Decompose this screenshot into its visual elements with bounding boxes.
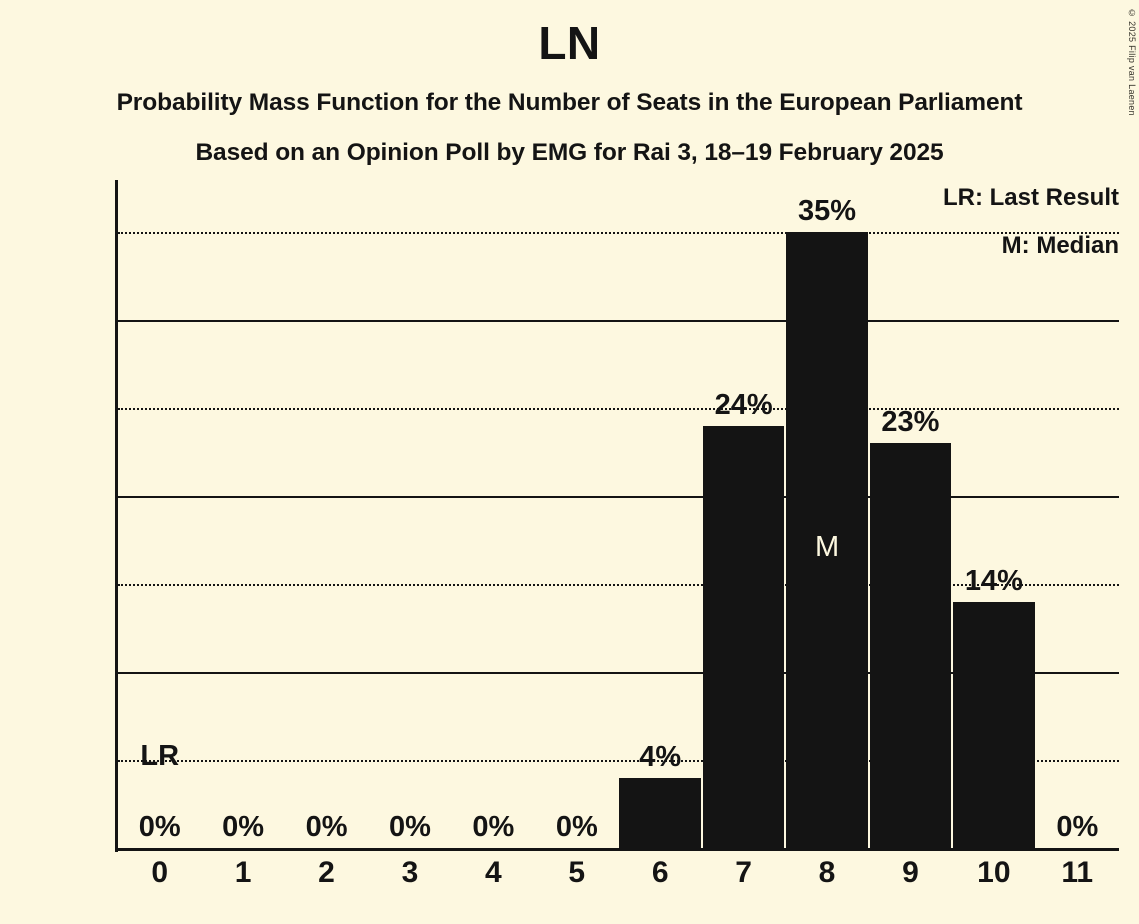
bar-slot[interactable]: 23% [869, 180, 952, 848]
y-axis-line [115, 180, 118, 852]
bar[interactable] [869, 443, 952, 848]
gridline-major [118, 672, 1119, 674]
median-marker: M [814, 531, 840, 563]
x-axis-tick-label: 4 [485, 856, 502, 889]
bar-slot[interactable]: 0% [452, 180, 535, 848]
x-axis-tick-label: 9 [902, 856, 919, 889]
gridline-minor [118, 232, 1119, 234]
gridline-major [118, 320, 1119, 322]
bar-value-label: 0% [388, 811, 431, 843]
x-axis-tick-label: 3 [401, 856, 419, 889]
copyright-notice: © 2025 Filip van Laenen [1127, 8, 1137, 116]
bar-slot[interactable]: 0% [368, 180, 451, 848]
gridline-minor [118, 584, 1119, 586]
x-axis-line [115, 848, 1119, 851]
x-axis-tick-label: 11 [1061, 856, 1094, 889]
bar[interactable] [702, 425, 785, 848]
bar-slot[interactable]: 24% [702, 180, 785, 848]
chart-subtitle: Probability Mass Function for the Number… [116, 89, 1023, 116]
x-axis-tick-label: 2 [318, 856, 335, 889]
bar-slot[interactable]: 0% [1036, 180, 1119, 848]
bar-value-label: 23% [881, 406, 940, 439]
x-axis-tick-label: 6 [651, 856, 669, 889]
page-title: LN [538, 17, 601, 69]
bar-slot[interactable]: 0% [535, 180, 618, 848]
bar[interactable] [619, 777, 701, 848]
x-axis-tick-label: 10 [977, 856, 1011, 889]
x-axis-tick-label: 5 [568, 856, 586, 889]
legend-item-last-result: LR: Last Result [942, 184, 1119, 211]
bar[interactable] [953, 601, 1035, 848]
gridline-major [118, 496, 1119, 498]
bar-value-label: 14% [964, 564, 1023, 597]
x-axis-tick-label: 0 [151, 856, 169, 889]
bar-slot[interactable]: 4% [619, 180, 702, 848]
gridline-minor [118, 408, 1119, 410]
bar-slot[interactable]: 35% M [785, 180, 868, 848]
bar-value-label: 0% [138, 811, 181, 843]
bar-value-label: 35% [798, 195, 857, 227]
chart-legend: LR: Last Result M: Median [943, 186, 1119, 258]
bar-slot[interactable]: 0% [201, 180, 284, 848]
chart-plot-area: 10%20%30% 0%LR0%0%0%0%0%4%24%35%M23%14%0… [115, 180, 1119, 852]
x-axis-tick-label: 8 [818, 856, 836, 889]
bar-value-label: 0% [305, 811, 348, 843]
x-axis-tick-label: 1 [234, 856, 252, 889]
bar[interactable] [786, 232, 868, 848]
x-axis-tick-label: 7 [735, 856, 752, 889]
last-result-marker: LR [140, 740, 180, 772]
bar-slot[interactable]: 0% [285, 180, 368, 848]
bar-slot[interactable]: 14% [952, 180, 1035, 848]
bar-value-label: 0% [555, 811, 598, 843]
bar-value-label: 24% [714, 388, 773, 421]
legend-item-median: M: Median [1001, 232, 1119, 259]
bar-value-label: 4% [639, 740, 682, 773]
gridline-minor [118, 760, 1119, 762]
bar-value-label: 0% [1056, 811, 1099, 843]
title-block: LN Probability Mass Function for the Num… [0, 0, 1139, 167]
bar-value-label: 0% [472, 811, 515, 843]
bar-slot[interactable]: 0% LR [118, 180, 201, 848]
bar-value-label: 0% [222, 811, 265, 843]
chart-source-note: Based on an Opinion Poll by EMG for Rai … [195, 139, 944, 166]
